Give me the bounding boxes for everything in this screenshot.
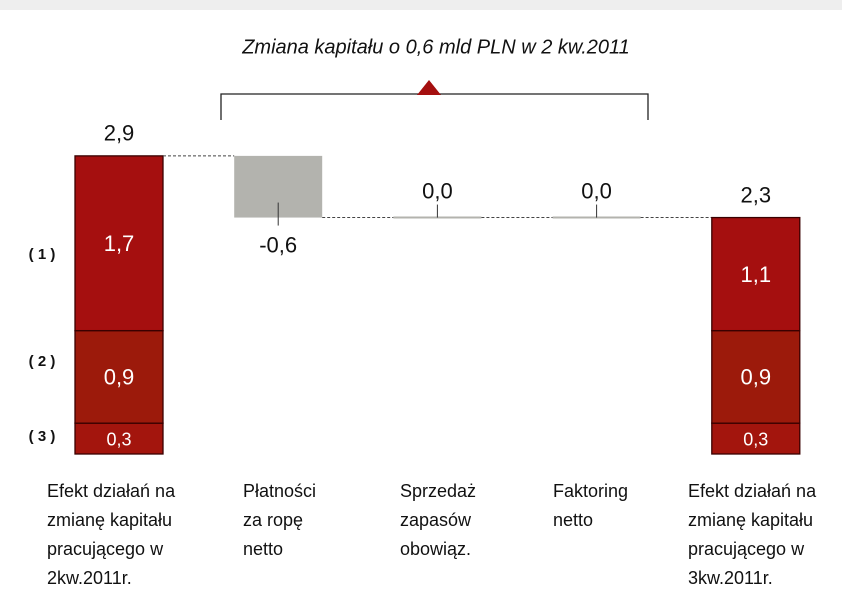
x-tick-label: 2kw.2011r. xyxy=(47,568,132,588)
bar-segment xyxy=(711,329,801,424)
top-strip xyxy=(0,0,842,10)
x-tick-label: zmianę kapitału xyxy=(688,510,813,530)
bar-segment xyxy=(74,422,164,455)
bar-segment xyxy=(711,216,801,332)
x-tick-label: Faktoring xyxy=(553,481,628,501)
x-tick-label: netto xyxy=(243,539,283,559)
x-tick-label: Efekt działań na xyxy=(688,481,817,501)
total-label: 2,9 xyxy=(104,121,135,146)
x-tick-label: za ropę xyxy=(243,510,303,530)
bar-segment xyxy=(711,422,801,455)
bar-segment xyxy=(74,329,164,424)
value-label: 0,0 xyxy=(581,178,612,203)
value-label: 0,0 xyxy=(422,178,453,203)
bracket xyxy=(220,93,649,120)
bracket-arrow xyxy=(417,80,441,95)
x-tick-label: pracującego w xyxy=(47,539,164,559)
legend-label: ( 2 ) xyxy=(29,353,56,370)
x-tick-label: zmianę kapitału xyxy=(47,510,172,530)
x-tick-label: zapasów xyxy=(400,510,472,530)
bar-segment xyxy=(74,155,164,332)
legend-label: ( 3 ) xyxy=(29,428,56,445)
x-tick-label: Płatności xyxy=(243,481,316,501)
value-label: 1,1 xyxy=(741,262,772,287)
total-label: 2,3 xyxy=(741,182,772,207)
value-label: 0,3 xyxy=(106,429,131,449)
value-label: 1,7 xyxy=(104,231,135,256)
x-tick-label: obowiąz. xyxy=(400,539,471,559)
value-label: 0,9 xyxy=(741,365,772,390)
x-tick-label: Sprzedaż xyxy=(400,481,476,501)
value-label: -0,6 xyxy=(259,232,297,257)
x-tick-label: 3kw.2011r. xyxy=(688,568,773,588)
legend-label: ( 1 ) xyxy=(29,246,56,263)
value-label: 0,3 xyxy=(743,429,768,449)
x-tick-label: netto xyxy=(553,510,593,530)
chart-title: Zmiana kapitału o 0,6 mld PLN w 2 kw.201… xyxy=(241,36,630,58)
x-tick-label: pracującego w xyxy=(688,539,805,559)
x-tick-label: Efekt działań na xyxy=(47,481,176,501)
value-label: 0,9 xyxy=(104,365,135,390)
